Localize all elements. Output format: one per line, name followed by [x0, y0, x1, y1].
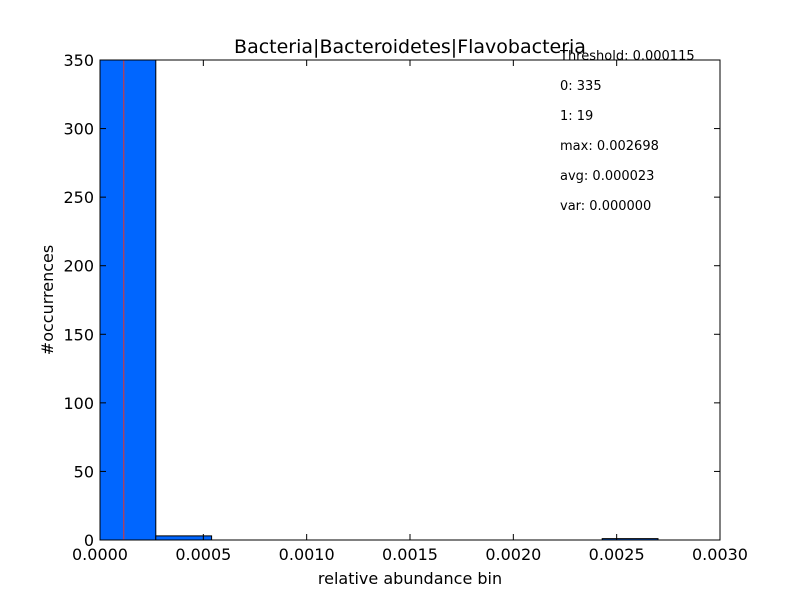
x-tick-label: 0.0025	[589, 545, 645, 564]
stat-annotation: max: 0.002698	[560, 139, 659, 154]
y-tick-label: 250	[63, 188, 94, 207]
x-ticks: 0.0000 0.0005 0.0010 0.0015 0.0020 0.0025 0.00…	[72, 60, 748, 564]
x-tick-label: 0.0010	[279, 545, 335, 564]
stat-annotation: avg: 0.000023	[560, 169, 654, 184]
x-axis-label: relative abundance bin	[318, 569, 502, 588]
y-tick-label: 50	[74, 462, 94, 481]
y-tick-label: 200	[63, 257, 94, 276]
x-tick-label: 0.0020	[485, 545, 541, 564]
x-tick-label: 0.0015	[382, 545, 438, 564]
plot-frame	[99, 59, 721, 541]
y-tick-label: 300	[63, 120, 94, 139]
y-tick-label: 0	[84, 531, 94, 550]
y-axis-label: #occurrences	[38, 245, 57, 355]
stat-annotation: 0: 335	[560, 79, 602, 94]
x-tick-label: 0.0005	[175, 545, 231, 564]
x-tick-label: 0.0030	[692, 545, 748, 564]
y-tick-label: 150	[63, 325, 94, 344]
y-tick-label: 350	[63, 51, 94, 70]
chart-title: Bacteria|Bacteroidetes|Flavobacteria	[234, 36, 586, 58]
stats-annotations: Threshold: 0.000115 0: 335 1: 19 max: 0.002…	[559, 49, 695, 214]
y-tick-label: 100	[63, 394, 94, 413]
stat-annotation: 1: 19	[560, 109, 593, 124]
histogram-bar-0	[99, 59, 157, 541]
y-ticks: 0 50 100 150 200 250 300 350	[63, 51, 720, 550]
bars-group	[99, 59, 659, 541]
stat-annotation: Threshold: 0.000115	[559, 49, 695, 64]
x-tick-label: 0.0000	[72, 545, 128, 564]
stat-annotation: var: 0.000000	[560, 199, 651, 214]
